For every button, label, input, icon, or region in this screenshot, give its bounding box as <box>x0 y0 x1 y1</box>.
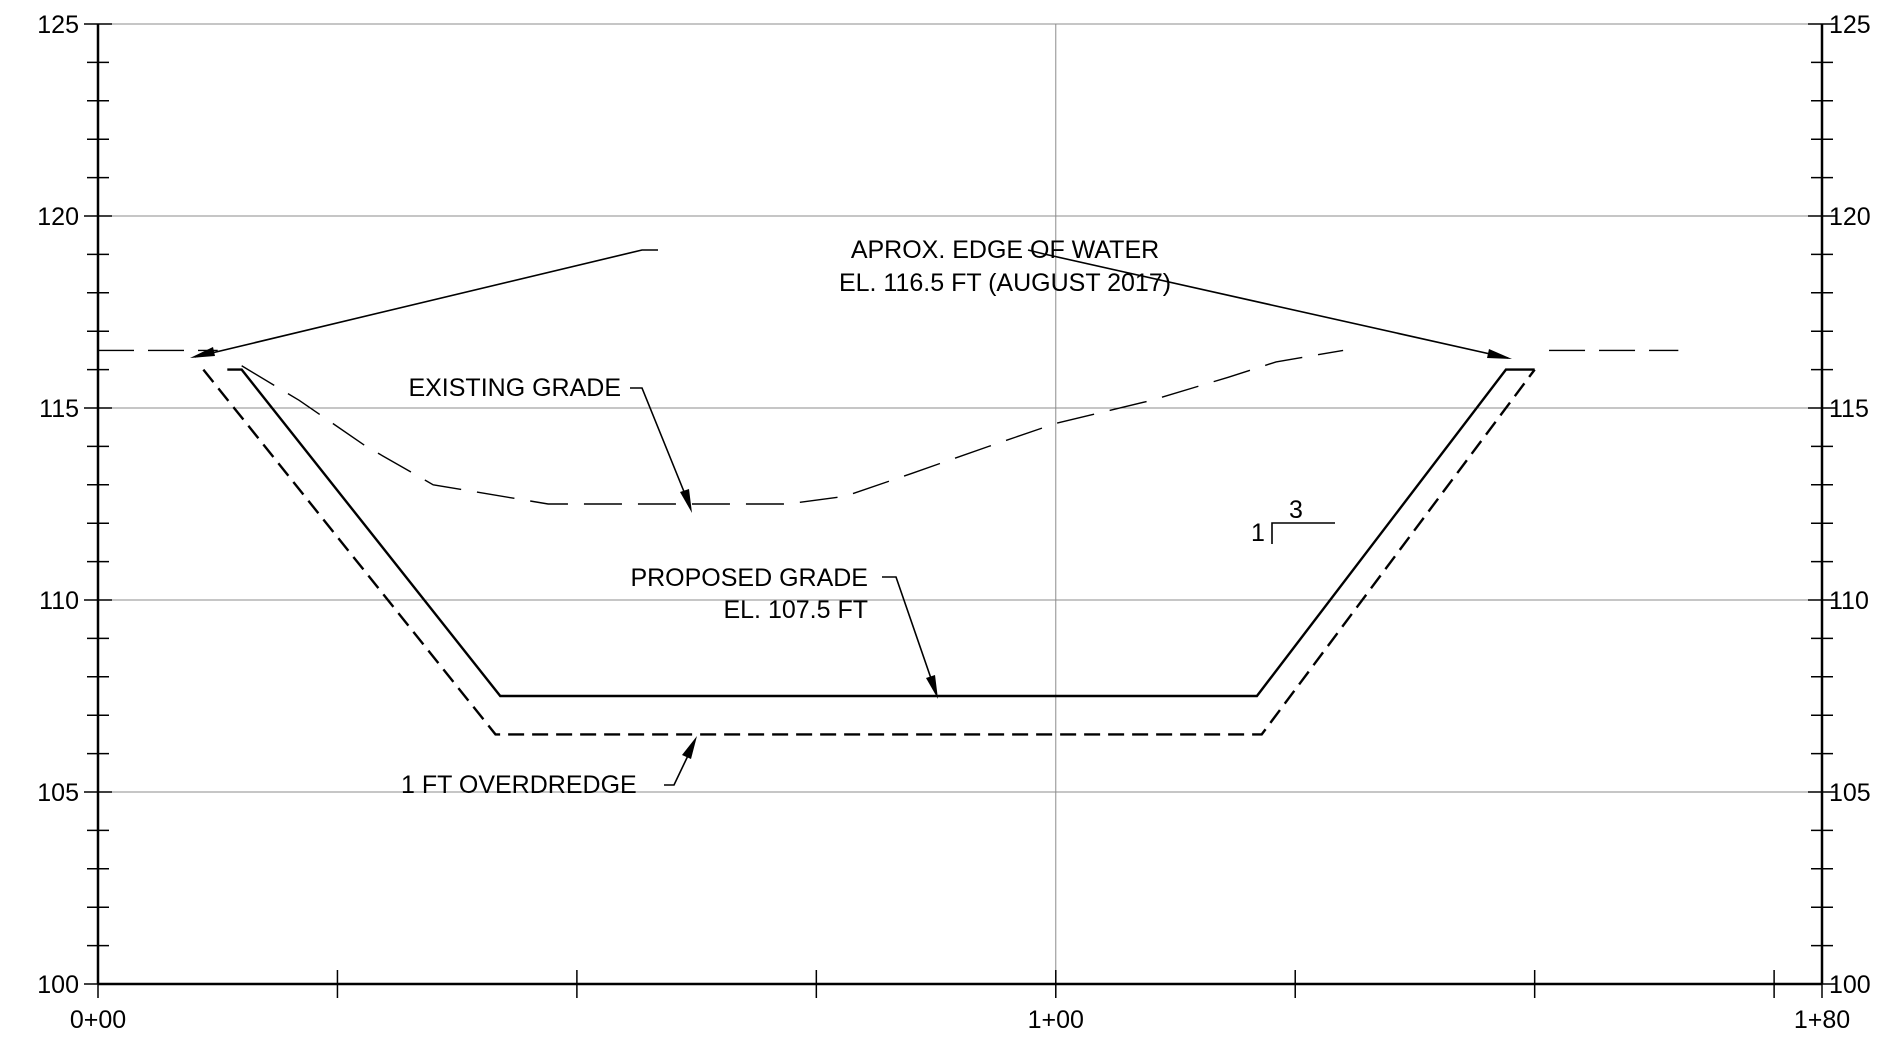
proposed-leader <box>882 576 936 691</box>
existing-note-text: EXISTING GRADE <box>408 374 621 402</box>
overdredge-annotation: 1 FT OVERDREDGE <box>401 736 697 799</box>
proposed-arrowhead <box>926 675 938 699</box>
tick-label-layer: 100 100 105 105 110 110 115 115 120 120 125 125 0+00… <box>37 11 1870 1034</box>
slope-annotation: 3 1 <box>1251 496 1335 547</box>
grid-layer <box>98 23 1822 984</box>
x-tick-label: 0+00 <box>70 1006 126 1034</box>
water-note-line-2: EL. 116.5 FT (AUGUST 2017) <box>839 269 1171 297</box>
y-tick-label-left: 115 <box>39 395 79 423</box>
y-tick-label-left: 105 <box>37 779 79 807</box>
slope-run-text: 3 <box>1289 496 1303 524</box>
existing-grade-annotation: EXISTING GRADE <box>408 374 692 513</box>
overdredge-line <box>202 368 1536 736</box>
water-leader-right <box>1027 249 1509 359</box>
series-layer <box>98 349 1679 736</box>
y-tick-label-right: 105 <box>1829 779 1871 807</box>
y-tick-label-right: 120 <box>1829 203 1871 231</box>
water-note-line-1: APROX. EDGE OF WATER <box>851 236 1159 264</box>
existing-arrowhead <box>680 489 692 513</box>
y-tick-label-right: 115 <box>1829 395 1869 423</box>
water-arrowhead-left <box>190 347 215 358</box>
proposed-grade-line <box>227 368 1535 698</box>
y-tick-label-right: 100 <box>1829 971 1871 999</box>
existing-leader <box>630 387 690 505</box>
proposed-note-line-1: PROPOSED GRADE <box>630 564 868 592</box>
slope-rise-text: 1 <box>1251 519 1265 547</box>
y-tick-label-left: 120 <box>37 203 79 231</box>
water-leader-left <box>194 249 658 358</box>
overdredge-note-text: 1 FT OVERDREDGE <box>401 771 637 799</box>
x-tick-label: 1+80 <box>1794 1006 1850 1034</box>
axis-layer <box>84 23 1836 998</box>
overdredge-arrowhead <box>682 736 697 759</box>
existing-grade-line <box>241 349 1344 505</box>
proposed-grade-annotation: PROPOSED GRADE EL. 107.5 FT <box>630 564 938 699</box>
y-tick-label-right: 125 <box>1829 11 1871 39</box>
water-arrowhead-right <box>1487 349 1512 359</box>
y-tick-label-left: 100 <box>37 971 79 999</box>
y-tick-label-left: 125 <box>37 11 79 39</box>
proposed-note-line-2: EL. 107.5 FT <box>723 596 868 624</box>
y-tick-label-left: 110 <box>39 587 79 615</box>
x-tick-label: 1+00 <box>1028 1006 1084 1034</box>
water-edge-annotation: APROX. EDGE OF WATER EL. 116.5 FT (AUGUS… <box>190 236 1512 359</box>
y-tick-label-right: 110 <box>1829 587 1869 615</box>
slope-symbol <box>1271 522 1335 544</box>
